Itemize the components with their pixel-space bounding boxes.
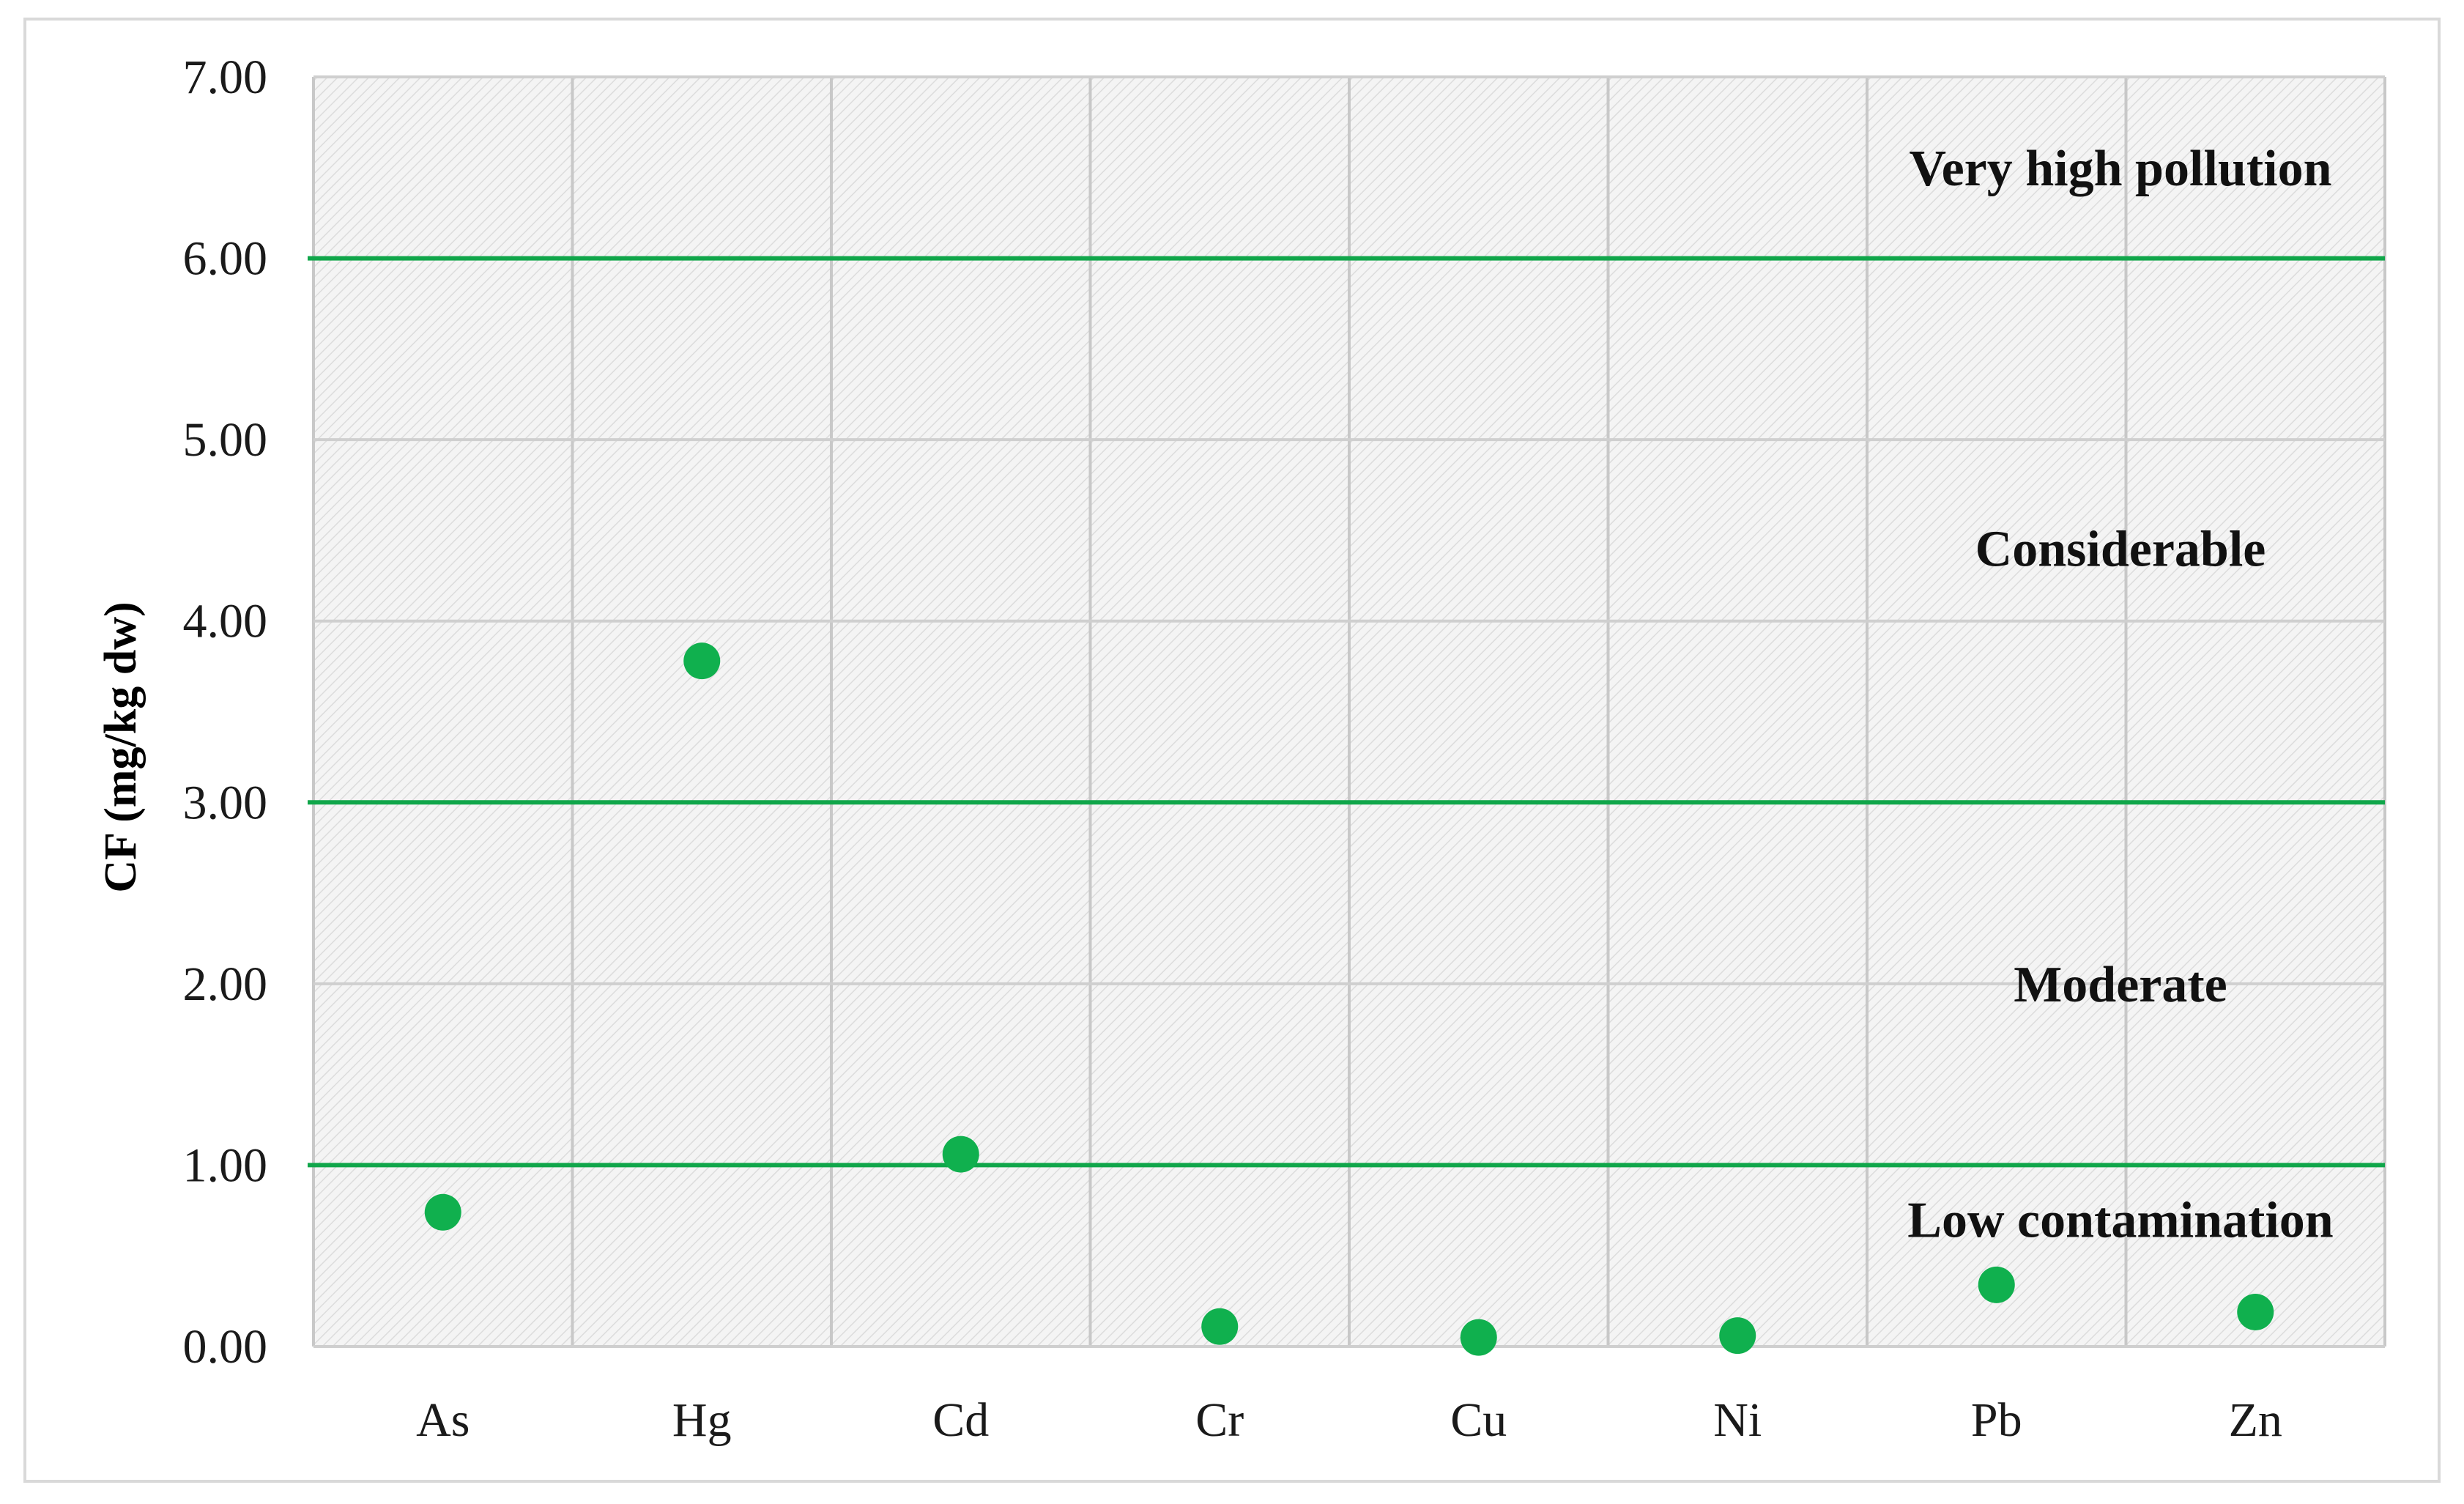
y-tick-label: 6.00 — [183, 232, 268, 286]
x-tick-label: Cr — [1195, 1393, 1244, 1447]
y-axis-label: CF (mg/kg dw) — [96, 601, 146, 892]
y-tick-label: 0.00 — [183, 1320, 268, 1374]
zone-labels: Very high pollution Considerable Moderate L… — [1907, 141, 2333, 1249]
data-point-hg — [683, 642, 721, 680]
y-tick-label: 5.00 — [183, 413, 268, 467]
threshold-lines — [308, 256, 2385, 1168]
x-tick-label: Zn — [2229, 1393, 2282, 1447]
x-tick-label: Ni — [1713, 1393, 1762, 1447]
zone-label: Moderate — [2014, 957, 2227, 1013]
x-tick-label: Cu — [1450, 1393, 1507, 1447]
zone-label: Considerable — [1975, 522, 2266, 578]
data-point-cd — [942, 1136, 979, 1173]
y-tick-label: 2.00 — [183, 957, 268, 1011]
data-point-cu — [1460, 1319, 1497, 1356]
x-tick-label: As — [416, 1393, 470, 1447]
data-point-as — [424, 1193, 461, 1231]
y-tick-label: 4.00 — [183, 595, 268, 648]
data-points — [424, 642, 2274, 1356]
x-axis-ticks: As Hg Cd Cr Cu Ni Pb Zn — [416, 1393, 2282, 1447]
y-axis-ticks: 0.00 1.00 2.00 3.00 4.00 5.00 6.00 7.00 — [183, 51, 268, 1374]
data-point-zn — [2237, 1293, 2274, 1330]
data-point-cr — [1201, 1308, 1239, 1345]
zone-label: Low contamination — [1907, 1193, 2333, 1249]
zone-label: Very high pollution — [1909, 141, 2331, 197]
y-tick-label: 7.00 — [183, 51, 268, 104]
x-tick-label: Hg — [672, 1393, 732, 1447]
x-tick-label: Pb — [1971, 1393, 2022, 1447]
data-point-pb — [1978, 1266, 2015, 1303]
y-tick-label: 1.00 — [183, 1138, 268, 1192]
y-tick-label: 3.00 — [183, 776, 268, 829]
data-point-ni — [1719, 1317, 1756, 1355]
x-tick-label: Cd — [932, 1393, 989, 1447]
